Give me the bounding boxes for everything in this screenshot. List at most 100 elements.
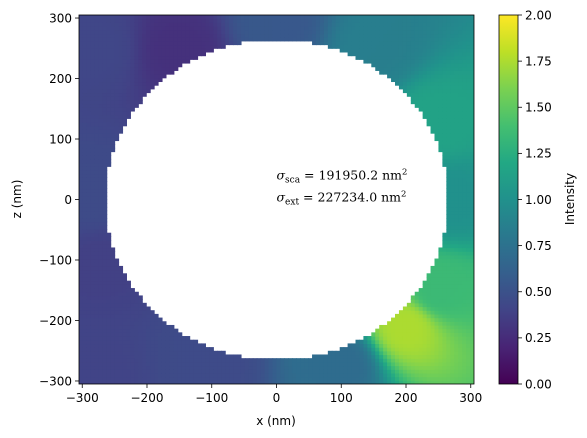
heatmap-cell <box>454 310 459 315</box>
heatmap-cell <box>106 144 112 149</box>
heatmap-cell <box>86 229 92 234</box>
heatmap-cell <box>430 336 436 341</box>
heatmap-cell <box>454 15 459 20</box>
heatmap-cell <box>221 15 226 20</box>
heatmap-cell <box>402 372 408 378</box>
heatmap-cell <box>304 365 309 370</box>
heatmap-cell <box>323 376 329 381</box>
heatmap-cell <box>146 40 151 46</box>
heatmap-cell <box>169 354 175 359</box>
heatmap-cell <box>79 306 84 311</box>
heatmap-cell <box>379 343 384 348</box>
heatmap-cell <box>454 203 459 208</box>
heatmap-cell <box>158 44 163 49</box>
heatmap-cell <box>98 313 104 319</box>
heatmap-cell <box>154 51 159 57</box>
heatmap-cell <box>225 33 230 38</box>
heatmap-cell <box>450 273 455 278</box>
heatmap-cell <box>102 103 108 108</box>
heatmap-cell <box>260 26 266 31</box>
heatmap-cell <box>351 354 357 359</box>
heatmap-cell <box>248 376 254 381</box>
heatmap-cell <box>430 299 436 304</box>
heatmap-cell <box>150 343 155 348</box>
heatmap-cell <box>410 48 416 53</box>
heatmap-cell <box>86 181 92 186</box>
heatmap-cell <box>288 29 293 35</box>
heatmap-cell <box>470 321 474 326</box>
heatmap-cell <box>454 37 459 42</box>
heatmap-cell <box>130 369 135 374</box>
heatmap-cell <box>169 33 175 38</box>
heatmap-cell <box>94 313 100 319</box>
heatmap-cell <box>122 273 127 278</box>
heatmap-cell <box>79 324 84 330</box>
heatmap-cell <box>288 33 293 38</box>
heatmap-cell <box>106 133 112 138</box>
heatmap-cell <box>98 169 104 175</box>
heatmap-cell <box>154 77 159 83</box>
heatmap-cell <box>371 26 376 31</box>
heatmap-cell <box>86 247 92 252</box>
heatmap-cell <box>402 33 408 38</box>
heatmap-cell <box>422 343 428 348</box>
heatmap-cell <box>154 81 159 86</box>
heatmap-cell <box>391 369 396 374</box>
heatmap-cell <box>438 81 443 86</box>
heatmap-cell <box>466 144 471 149</box>
heatmap-cell <box>422 339 428 345</box>
colorbar-tick-label: 0.00 <box>525 377 552 391</box>
heatmap-cell <box>466 74 471 79</box>
heatmap-cell <box>260 376 266 381</box>
heatmap-cell <box>98 328 104 333</box>
heatmap-cell <box>418 44 424 49</box>
heatmap-cell <box>300 369 305 374</box>
heatmap-cell <box>229 380 234 384</box>
heatmap-cell <box>201 29 206 35</box>
heatmap-cell <box>454 206 459 212</box>
heatmap-cell <box>359 376 364 381</box>
heatmap-cell <box>134 18 139 23</box>
heatmap-cell <box>339 48 345 53</box>
heatmap-cell <box>79 184 84 190</box>
heatmap-cell <box>438 92 443 97</box>
heatmap-cell <box>90 162 96 167</box>
heatmap-cell <box>165 328 171 333</box>
heatmap-cell <box>379 336 384 341</box>
heatmap-cell <box>185 372 191 378</box>
heatmap-cell <box>426 376 432 381</box>
heatmap-cell <box>161 365 167 370</box>
heatmap-cell <box>387 361 392 367</box>
heatmap-cell <box>201 372 206 378</box>
heatmap-cell <box>438 103 443 108</box>
heatmap-cell <box>355 37 361 42</box>
heatmap-cell <box>217 372 222 378</box>
heatmap-cell <box>98 192 104 197</box>
heatmap-cell <box>102 229 108 234</box>
heatmap-cell <box>355 40 361 46</box>
heatmap-cell <box>347 343 353 348</box>
heatmap-cell <box>276 29 282 35</box>
heatmap-cell <box>422 114 428 119</box>
heatmap-cell <box>146 347 151 352</box>
heatmap-cell <box>260 29 266 35</box>
heatmap-cell <box>414 295 420 300</box>
heatmap-cell <box>185 350 191 356</box>
heatmap-cell <box>450 336 455 341</box>
heatmap-cell <box>454 343 459 348</box>
heatmap-cell <box>272 372 278 378</box>
heatmap-cell <box>158 55 163 60</box>
heatmap-cell <box>395 361 400 367</box>
heatmap-cell <box>165 343 171 348</box>
heatmap-cell <box>438 114 443 119</box>
heatmap-cell <box>165 59 171 64</box>
heatmap-cell <box>450 247 455 252</box>
heatmap-cell <box>122 317 127 322</box>
heatmap-cell <box>193 18 199 23</box>
heatmap-cell <box>406 15 412 20</box>
heatmap-cell <box>205 361 210 367</box>
heatmap-cell <box>106 336 112 341</box>
heatmap-cell <box>466 361 471 367</box>
heatmap-cell <box>395 37 400 42</box>
heatmap-cell <box>458 118 463 123</box>
